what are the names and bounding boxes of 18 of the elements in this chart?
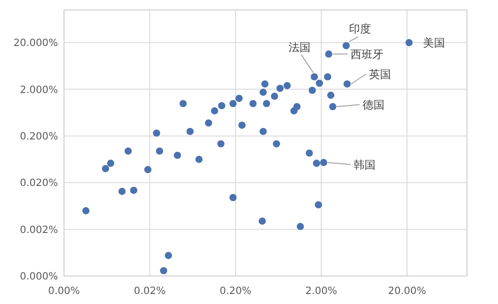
y-tick-label: 2.000% <box>20 84 58 96</box>
annotation: 美国 <box>423 36 446 50</box>
x-tick-label: 0.00% <box>48 286 80 297</box>
annotation: 西班牙 <box>350 48 384 62</box>
x-tick-label: 0.20% <box>220 286 252 297</box>
y-tick-label: 0.020% <box>20 178 58 190</box>
x-tick-label: 2.00% <box>305 286 338 297</box>
annotation: 德国 <box>362 98 385 112</box>
x-tick-label: 20.00% <box>388 286 426 297</box>
y-tick-label: 0.200% <box>20 131 58 142</box>
annotation: 韩国 <box>354 158 376 172</box>
y-tick-label: 0.002% <box>20 224 58 236</box>
annotation: 印度 <box>349 22 372 36</box>
x-tick-label: 0.02% <box>134 286 166 297</box>
annotation: 英国 <box>369 68 392 81</box>
y-tick-label: 20.000% <box>14 38 58 50</box>
annotation: 法国 <box>288 40 310 54</box>
y-tick-label: 0.000% <box>20 272 58 282</box>
